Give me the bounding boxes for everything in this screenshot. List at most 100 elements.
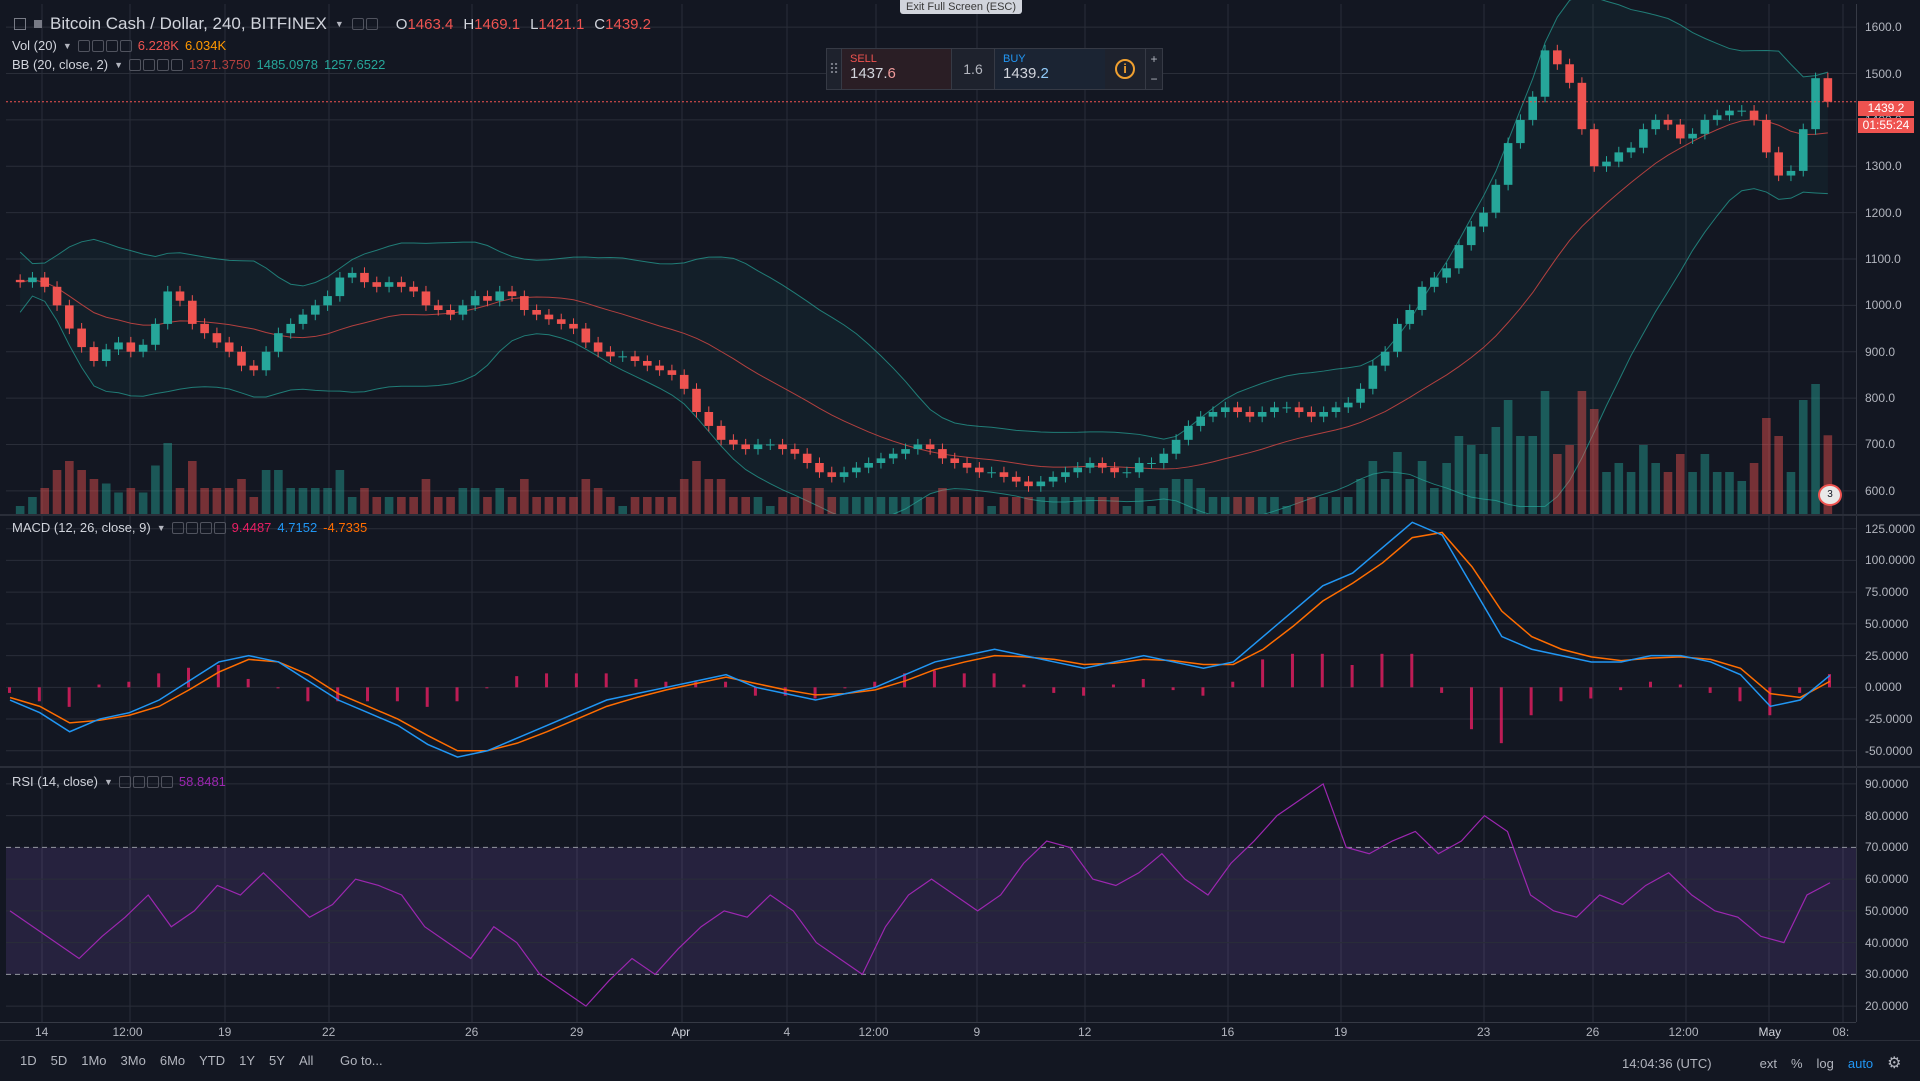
volume-bar xyxy=(347,497,357,514)
range-button-all[interactable]: All xyxy=(298,1053,314,1068)
volume-bar xyxy=(778,497,787,514)
spread-value: 1.6 xyxy=(951,49,995,89)
volume-bar xyxy=(15,506,25,514)
vol-ma-value: 6.034K xyxy=(184,38,227,53)
volume-bar xyxy=(901,497,910,514)
plus-icon[interactable]: + xyxy=(1150,52,1158,66)
volume-bar xyxy=(975,497,984,514)
chevron-down-icon[interactable]: ▼ xyxy=(62,40,72,51)
volume-bar xyxy=(151,465,160,514)
chevron-down-icon[interactable]: ▼ xyxy=(114,59,124,70)
bb-basis-value: 1371.3750 xyxy=(189,57,251,72)
macd-pane[interactable] xyxy=(6,516,1856,766)
macd-legend[interactable]: MACD (12, 26, close, 9) ▼ 9.4487 4.7152 … xyxy=(12,520,367,535)
macd-axis[interactable]: 125.0000 100.0000 75.0000 50.0000 25.0000 0.0… xyxy=(1856,516,1920,766)
range-button-ytd[interactable]: YTD xyxy=(199,1053,226,1068)
candle-body xyxy=(40,277,50,287)
auto-toggle[interactable]: auto xyxy=(1847,1055,1874,1071)
pane-separator[interactable] xyxy=(0,766,1920,768)
candle-body xyxy=(286,323,295,334)
collapse-icon[interactable] xyxy=(14,18,26,30)
ext-toggle[interactable]: ext xyxy=(1759,1055,1777,1071)
chevron-down-icon[interactable]: ▼ xyxy=(103,776,113,787)
time-tick-label: 19 xyxy=(218,1025,232,1039)
price-tick-label: 1200.0 xyxy=(1865,205,1902,220)
rsi-legend[interactable]: RSI (14, close) ▼ 58.8481 xyxy=(12,774,226,789)
candle-body xyxy=(1343,402,1353,408)
candle-body xyxy=(1688,133,1697,139)
rsi-pane[interactable] xyxy=(6,768,1856,1022)
macd-histogram-bar xyxy=(1022,684,1026,688)
price-axis[interactable]: 1600.01500.01400.01300.01200.01100.01000… xyxy=(1856,4,1920,514)
volume-bar xyxy=(1184,479,1193,514)
minus-icon[interactable]: − xyxy=(1150,72,1158,86)
range-button-1y[interactable]: 1Y xyxy=(239,1053,256,1068)
macd-chart[interactable] xyxy=(6,516,1856,766)
macd-legend-name[interactable]: MACD (12, 26, close, 9) xyxy=(12,520,151,535)
chevron-down-icon[interactable]: ▼ xyxy=(156,522,166,533)
rsi-line xyxy=(9,782,1831,1007)
exit-fullscreen-button[interactable]: Exit Full Screen (ESC) xyxy=(900,0,1023,14)
candle-body xyxy=(1171,439,1181,454)
drag-handle-icon[interactable]: ⠿ xyxy=(828,60,840,77)
pane-separator[interactable] xyxy=(0,514,1920,516)
legend-buttons[interactable] xyxy=(351,18,378,30)
candle-body xyxy=(1417,286,1427,310)
legend-buttons[interactable] xyxy=(77,39,132,52)
rsi-axis[interactable]: 90.0000 80.0000 70.0000 60.0000 50.0000 40.00… xyxy=(1856,768,1920,1022)
range-button-5y[interactable]: 5Y xyxy=(269,1053,285,1068)
candle-body xyxy=(163,291,173,324)
time-tick-label: 4 xyxy=(783,1025,791,1039)
volume-bar xyxy=(298,488,308,514)
vol-legend[interactable]: Vol (20) ▼ 6.228K 6.034K xyxy=(12,38,226,53)
sell-button[interactable]: SELL 1437.6 xyxy=(841,49,951,89)
legend-buttons[interactable] xyxy=(129,58,184,71)
macd-histogram-bar xyxy=(67,687,71,707)
range-button-6mo[interactable]: 6Mo xyxy=(159,1053,186,1068)
rsi-chart[interactable] xyxy=(6,768,1856,1022)
clock-timezone[interactable]: 14:04:36 (UTC) xyxy=(1622,1055,1712,1071)
time-tick-label: 14 xyxy=(35,1025,49,1039)
bb-legend-name[interactable]: BB (20, close, 2) xyxy=(12,57,109,72)
volume-bar xyxy=(175,488,185,514)
events-badge[interactable]: 3 xyxy=(1818,484,1842,506)
candle-body xyxy=(1786,170,1796,176)
candle-body xyxy=(212,333,222,343)
percent-toggle[interactable]: % xyxy=(1790,1055,1803,1071)
time-axis[interactable]: 14 12:00 19 22 26 29 Apr 4 12:00 9 12 16 19 23 26 12:00… xyxy=(0,1022,1856,1041)
candle-body xyxy=(1651,119,1660,130)
bb-fill xyxy=(20,0,1828,520)
macd-tick-label: 50.0000 xyxy=(1865,616,1909,631)
rsi-legend-name[interactable]: RSI (14, close) xyxy=(12,774,98,789)
bb-legend[interactable]: BB (20, close, 2) ▼ 1371.3750 1485.0978 … xyxy=(12,57,385,72)
range-button-1mo[interactable]: 1Mo xyxy=(81,1053,107,1068)
rsi-tick-label: 40.0000 xyxy=(1865,935,1909,950)
macd-histogram-bar xyxy=(37,687,41,702)
macd-histogram-bar xyxy=(1290,653,1294,688)
macd-histogram-bar xyxy=(187,667,191,688)
log-toggle[interactable]: log xyxy=(1816,1055,1834,1071)
legend-buttons[interactable] xyxy=(171,521,226,534)
symbol-title[interactable]: Bitcoin Cash / Dollar, 240, BITFINEX xyxy=(50,14,327,33)
gear-icon[interactable]: ⚙ xyxy=(1887,1055,1902,1072)
volume-bar xyxy=(544,497,554,514)
buy-button[interactable]: BUY 1439.2 xyxy=(995,49,1105,89)
goto-button[interactable]: Go to... xyxy=(340,1053,383,1068)
bb-upper-value: 1485.0978 xyxy=(256,57,318,72)
macd-histogram-bar xyxy=(97,684,101,688)
range-button-5d[interactable]: 5D xyxy=(50,1053,68,1068)
volume-bar xyxy=(864,497,873,514)
range-button-1d[interactable]: 1D xyxy=(20,1053,37,1068)
range-button-3mo[interactable]: 3Mo xyxy=(120,1053,146,1068)
vol-legend-name[interactable]: Vol (20) xyxy=(12,38,57,53)
volume-bar xyxy=(1626,472,1636,514)
volume-bar xyxy=(1208,497,1218,514)
sell-label: SELL xyxy=(850,53,877,65)
chevron-down-icon[interactable]: ▼ xyxy=(334,19,344,29)
info-button[interactable]: i xyxy=(1105,49,1145,89)
bottom-toolbar: 1D 5D 1Mo 3Mo 6Mo YTD 1Y 5Y All Go to... 14:04:3… xyxy=(0,1040,1920,1081)
candle-body xyxy=(950,458,960,463)
price-chart[interactable] xyxy=(6,0,1856,520)
legend-buttons[interactable] xyxy=(118,775,173,788)
macd-histogram-bar xyxy=(127,681,131,688)
